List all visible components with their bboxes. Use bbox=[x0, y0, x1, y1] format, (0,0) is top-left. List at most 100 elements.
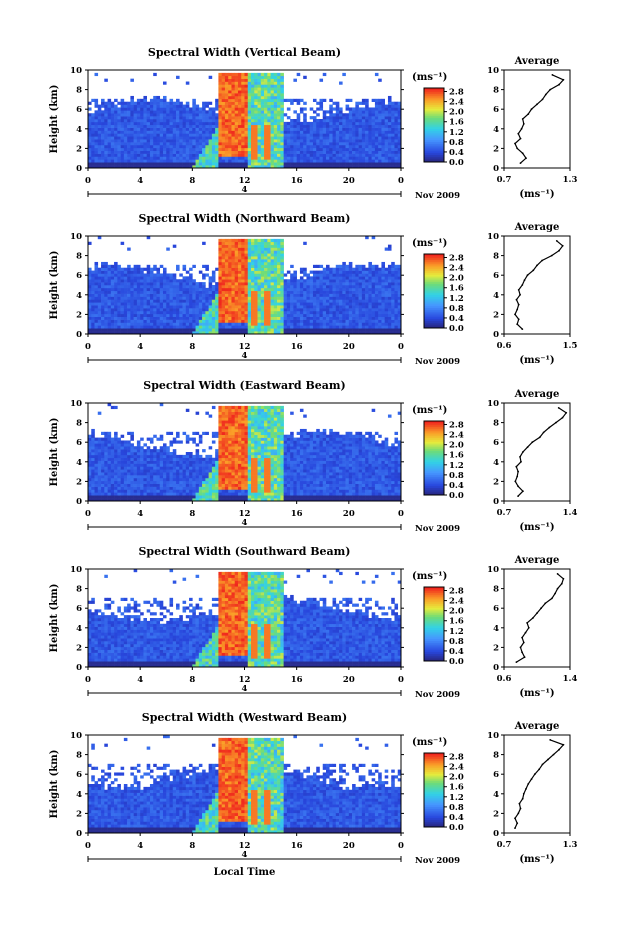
profile-point bbox=[522, 451, 524, 453]
x-tick-label: 4 bbox=[137, 675, 143, 685]
colorbar-tick-label: 1.6 bbox=[449, 118, 464, 128]
x-tick-label: 20 bbox=[343, 176, 355, 186]
colorbar-segment bbox=[424, 470, 444, 474]
colorbar-segment bbox=[424, 298, 444, 301]
x-tick-label: 16 bbox=[291, 675, 303, 685]
heatmap-cells bbox=[88, 403, 402, 502]
colorbar-segment bbox=[424, 125, 444, 128]
profile-x-tick-label: 1.3 bbox=[563, 175, 578, 185]
colorbar-segment bbox=[424, 648, 444, 651]
profile-point bbox=[527, 113, 530, 115]
colorbar-segment bbox=[424, 754, 444, 758]
x-tick-label: 12 bbox=[239, 509, 251, 519]
y-tick-label: 8 bbox=[76, 419, 82, 429]
colorbar-segment bbox=[424, 110, 444, 113]
colorbar-segment bbox=[424, 821, 444, 824]
colorbar-segment bbox=[424, 272, 444, 275]
colorbar-tick-label: 1.2 bbox=[449, 793, 464, 803]
profile-point bbox=[520, 127, 523, 130]
colorbar-tick-label: 2.4 bbox=[449, 763, 464, 773]
profile-point bbox=[522, 792, 525, 795]
x-tick-label: 16 bbox=[291, 176, 303, 186]
x-tick-label: 12 bbox=[239, 176, 251, 186]
date-month-year-label: Nov 2009 bbox=[415, 690, 460, 700]
profile-y-tick-label: 2 bbox=[493, 477, 499, 487]
x-tick-label: 16 bbox=[291, 841, 303, 851]
profile-x-tick-label: 0.7 bbox=[497, 508, 512, 518]
x-tick-label: 16 bbox=[291, 342, 303, 352]
colorbar-segment bbox=[424, 635, 444, 638]
profile-point bbox=[555, 421, 557, 424]
profile-point bbox=[517, 485, 519, 488]
colorbar-segment bbox=[424, 292, 444, 296]
colorbar-segment bbox=[424, 294, 444, 297]
colorbar-unit: (ms⁻¹) bbox=[412, 571, 447, 582]
profile-point bbox=[516, 147, 519, 150]
x-tick-label: 4 bbox=[137, 841, 143, 851]
profile-point bbox=[524, 631, 527, 634]
profile-point bbox=[519, 162, 522, 165]
colorbar-segment bbox=[424, 618, 444, 621]
colorbar-segment bbox=[424, 590, 444, 593]
colorbar-segment bbox=[424, 283, 444, 286]
date-day-label: 4 bbox=[242, 185, 248, 195]
colorbar-segment bbox=[424, 132, 444, 135]
colorbar-segment bbox=[424, 305, 444, 309]
average-profile: Average 0 2 4 6 8 10 0.7 1.3 (ms⁻¹) bbox=[487, 56, 577, 200]
colorbar-segment bbox=[424, 659, 444, 662]
colorbar-segment bbox=[424, 441, 444, 444]
colorbar-frame bbox=[423, 752, 445, 828]
profile-y-tick-label: 10 bbox=[487, 731, 499, 741]
y-tick-label: 10 bbox=[70, 565, 82, 575]
colorbar-segment bbox=[424, 318, 444, 321]
y-axis-label: Height (km) bbox=[49, 85, 60, 154]
colorbar-segment bbox=[424, 773, 444, 776]
colorbar-segment bbox=[424, 268, 444, 272]
colorbar-segment bbox=[424, 278, 444, 281]
profile-y-tick-label: 0 bbox=[493, 829, 499, 839]
colorbar-segment bbox=[424, 482, 444, 485]
profile-point bbox=[520, 460, 522, 463]
profile-point bbox=[562, 743, 565, 746]
profile-point bbox=[517, 132, 520, 135]
colorbar-segment bbox=[424, 622, 444, 625]
colorbar-segment bbox=[424, 782, 444, 785]
y-tick-label: 0 bbox=[76, 330, 82, 340]
colorbar-segment bbox=[424, 808, 444, 811]
colorbar-segment bbox=[424, 424, 444, 427]
colorbar-segment bbox=[424, 113, 444, 117]
colorbar-segment bbox=[424, 625, 444, 629]
y-tick-label: 10 bbox=[70, 399, 82, 409]
colorbar-segment bbox=[424, 465, 444, 468]
y-tick-label: 10 bbox=[70, 66, 82, 76]
colorbar-segment bbox=[424, 97, 444, 100]
colorbar-segment bbox=[424, 638, 444, 642]
profile-title: Average bbox=[514, 222, 560, 233]
profile-title: Average bbox=[514, 389, 560, 400]
y-tick-label: 2 bbox=[76, 144, 82, 154]
colorbar-segment bbox=[424, 160, 444, 163]
colorbar-tick-label: 0.8 bbox=[449, 471, 464, 481]
profile-point bbox=[530, 108, 533, 111]
colorbar-segment bbox=[424, 433, 444, 437]
panel-title: Spectral Width (Westward Beam) bbox=[142, 711, 347, 724]
colorbar-segment bbox=[424, 108, 444, 111]
profile-point bbox=[540, 607, 542, 610]
x-tick-label: 8 bbox=[189, 342, 195, 352]
colorbar-segment bbox=[424, 259, 444, 262]
colorbar-segment bbox=[424, 778, 444, 782]
profile-x-tick-label: 1.4 bbox=[563, 508, 578, 518]
colorbar-segment bbox=[424, 605, 444, 608]
profile-point bbox=[549, 739, 552, 741]
colorbar-segment bbox=[424, 780, 444, 783]
colorbar-segment bbox=[424, 804, 444, 808]
profile-title: Average bbox=[514, 56, 560, 67]
x-tick-label: 8 bbox=[189, 675, 195, 685]
profile-y-tick-label: 4 bbox=[493, 291, 499, 301]
colorbar-tick-label: 2.0 bbox=[449, 108, 464, 118]
colorbar-segment bbox=[424, 99, 444, 102]
profile-point bbox=[516, 822, 519, 825]
colorbar-frame bbox=[423, 87, 445, 163]
colorbar-segment bbox=[424, 432, 444, 435]
colorbar-segment bbox=[424, 461, 444, 464]
